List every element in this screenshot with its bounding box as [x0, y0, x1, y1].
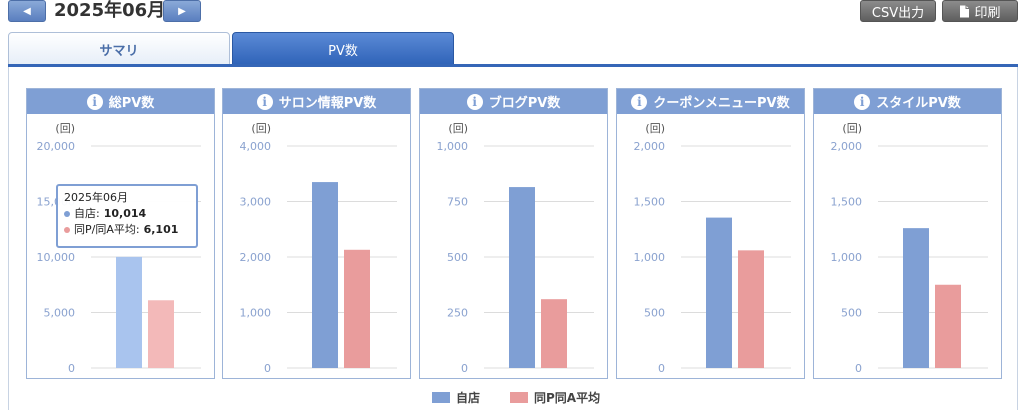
bar-avg — [344, 249, 370, 368]
info-icon[interactable]: i — [631, 93, 648, 110]
tooltip-self-row: 自店: 10,014 — [64, 206, 190, 222]
chart-plot[interactable]: (回) 0 500 1,000 1,500 2,000 — [814, 114, 1001, 378]
chart-legend: 自店 同P同A平均 — [432, 388, 600, 406]
y-unit-label: (回) — [448, 122, 468, 135]
tooltip-title: 2025年06月 — [64, 191, 128, 204]
y-tick-label: 0 — [658, 362, 665, 375]
info-icon[interactable]: i — [86, 93, 103, 110]
next-month-button[interactable]: ▶ — [163, 0, 201, 22]
y-tick-label: 1,500 — [831, 196, 863, 209]
chart-header: i サロン情報PV数 — [223, 89, 410, 114]
month-title: 2025年06月 — [54, 0, 166, 21]
chart-title: スタイルPV数 — [876, 96, 961, 111]
chart-card-blog-pv: i ブログPV数 (回) 0 250 500 750 1,000 — [419, 88, 608, 379]
chart-title: 総PV数 — [108, 96, 155, 111]
y-tick-label: 500 — [841, 307, 862, 320]
y-unit-label: (回) — [842, 122, 862, 135]
arrow-right-icon: ▶ — [178, 5, 186, 17]
tab-pv-count-label: PV数 — [328, 43, 358, 59]
tab-pv-count[interactable]: PV数 — [232, 32, 454, 66]
chart-header: i スタイルPV数 — [814, 89, 1001, 114]
print-button[interactable]: 印刷 — [942, 0, 1018, 22]
chart-header: i クーポンメニューPV数 — [617, 89, 804, 114]
csv-export-label: CSV出力 — [871, 5, 925, 21]
y-unit-label: (回) — [55, 122, 75, 135]
y-tick-label: 0 — [461, 362, 468, 375]
prev-month-button[interactable]: ◀ — [8, 0, 46, 22]
y-tick-label: 5,000 — [44, 307, 76, 320]
legend-item-self[interactable]: 自店 — [432, 389, 480, 406]
bar-self — [903, 228, 929, 368]
tooltip-self-value: 10,014 — [103, 207, 147, 220]
chart-plot[interactable]: (回) 0 1,000 2,000 3,000 4,000 — [223, 114, 410, 378]
bar-self — [706, 217, 732, 368]
chart-header: i 総PV数 — [27, 89, 214, 114]
tooltip-avg-label: 同P/同A平均: — [74, 223, 140, 236]
bar-avg — [541, 299, 567, 368]
avg-dot-icon — [64, 227, 70, 233]
tooltip-avg-row: 同P/同A平均: 6,101 — [64, 222, 190, 238]
chart-title: ブログPV数 — [488, 96, 561, 111]
chart-title: クーポンメニューPV数 — [653, 96, 790, 111]
legend-label-avg: 同P同A平均 — [534, 390, 601, 405]
chart-title: サロン情報PV数 — [278, 96, 377, 111]
bar-avg — [148, 300, 174, 368]
tab-bar: サマリ PV数 — [8, 32, 1018, 66]
info-icon[interactable]: i — [854, 93, 871, 110]
y-tick-label: 0 — [68, 362, 75, 375]
y-tick-label: 250 — [447, 307, 468, 320]
chart-plot[interactable]: (回) 0 500 1,000 1,500 2,000 — [617, 114, 804, 378]
y-unit-label: (回) — [645, 122, 665, 135]
y-tick-label: 0 — [855, 362, 862, 375]
bar-self — [116, 256, 142, 368]
tooltip-avg-value: 6,101 — [143, 223, 179, 236]
y-tick-label: 20,000 — [37, 140, 76, 153]
chart-plot[interactable]: (回) 0 250 500 750 1,000 — [420, 114, 607, 378]
y-tick-label: 4,000 — [240, 140, 272, 153]
chart-card-salon-info-pv: i サロン情報PV数 (回) 0 1,000 2,000 3,000 4,000 — [222, 88, 411, 379]
y-tick-label: 750 — [447, 196, 468, 209]
legend-swatch-avg — [510, 391, 529, 403]
y-tick-label: 500 — [447, 251, 468, 264]
info-icon[interactable]: i — [466, 93, 483, 110]
bar-self — [312, 182, 338, 368]
y-tick-label: 2,000 — [831, 140, 863, 153]
document-icon — [960, 5, 970, 17]
y-tick-label: 10,000 — [37, 251, 76, 264]
chart-card-coupon-menu-pv: i クーポンメニューPV数 (回) 0 500 1,000 1,500 2,000 — [616, 88, 805, 379]
bar-avg — [935, 284, 961, 368]
y-tick-label: 1,000 — [437, 140, 469, 153]
chart-card-style-pv: i スタイルPV数 (回) 0 500 1,000 1,500 2,000 — [813, 88, 1002, 379]
y-tick-label: 2,000 — [240, 251, 272, 264]
tab-summary[interactable]: サマリ — [8, 32, 230, 66]
top-toolbar: ◀ 2025年06月 ▶ CSV出力 印刷 — [0, 0, 1024, 24]
chart-tooltip: 2025年06月 自店: 10,014 同P/同A平均: 6,101 — [56, 184, 198, 248]
y-tick-label: 1,000 — [831, 251, 863, 264]
legend-swatch-self — [432, 391, 450, 403]
print-label: 印刷 — [974, 5, 1001, 21]
y-tick-label: 1,500 — [634, 196, 666, 209]
y-tick-label: 1,000 — [240, 307, 272, 320]
y-tick-label: 0 — [264, 362, 271, 375]
csv-export-button[interactable]: CSV出力 — [860, 0, 936, 22]
arrow-left-icon: ◀ — [23, 5, 31, 17]
self-dot-icon — [64, 211, 70, 217]
y-tick-label: 500 — [644, 307, 665, 320]
tab-summary-label: サマリ — [99, 43, 139, 59]
y-unit-label: (回) — [251, 122, 271, 135]
tooltip-self-label: 自店: — [74, 207, 100, 220]
y-tick-label: 3,000 — [240, 196, 272, 209]
legend-label-self: 自店 — [456, 390, 481, 405]
chart-header: i ブログPV数 — [420, 89, 607, 114]
info-icon[interactable]: i — [256, 93, 273, 110]
legend-item-avg[interactable]: 同P同A平均 — [510, 389, 600, 406]
tab-underline — [8, 64, 1018, 67]
bar-self — [509, 187, 535, 368]
y-tick-label: 2,000 — [634, 140, 666, 153]
y-tick-label: 1,000 — [634, 251, 666, 264]
bar-avg — [738, 250, 764, 368]
